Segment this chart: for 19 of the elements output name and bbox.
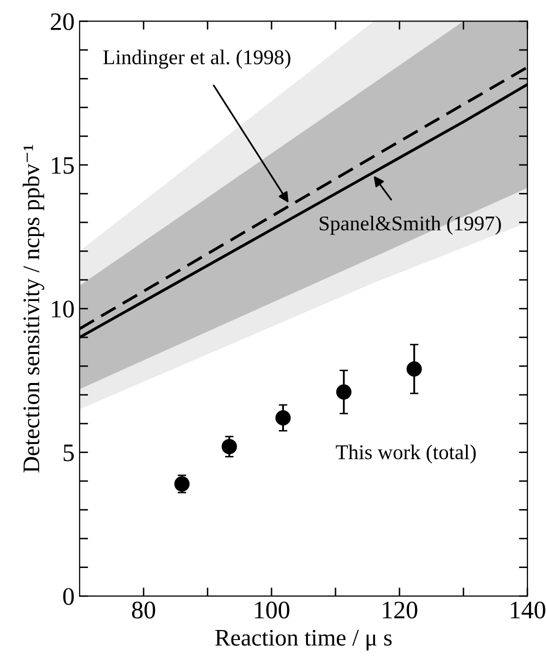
x-tick-label: 80 bbox=[132, 602, 156, 618]
y-tick-label: 15 bbox=[52, 157, 74, 174]
x-tick-label: 100 bbox=[254, 602, 290, 618]
x-tick-label: 140 bbox=[510, 602, 546, 618]
y-tick-label: 0 bbox=[63, 588, 74, 605]
point bbox=[174, 476, 190, 492]
annotation: This work (total) bbox=[336, 444, 476, 464]
point bbox=[222, 438, 237, 454]
point bbox=[336, 384, 352, 400]
y-axis-title: Detection sensitivity / ncps ppbv⁻¹ bbox=[22, 144, 44, 472]
annotation: Spanel&Smith (1997) bbox=[320, 216, 501, 235]
point bbox=[275, 410, 291, 426]
x-axis-title: Reaction time / μ s bbox=[215, 630, 392, 651]
annotation: Lindinger et al. (1998) bbox=[103, 50, 290, 69]
y-tick-label: 20 bbox=[50, 13, 74, 30]
x-tick-label: 120 bbox=[382, 602, 418, 618]
y-tick-label: 10 bbox=[52, 300, 74, 318]
point bbox=[406, 361, 422, 377]
y-tick-label: 5 bbox=[64, 444, 74, 462]
